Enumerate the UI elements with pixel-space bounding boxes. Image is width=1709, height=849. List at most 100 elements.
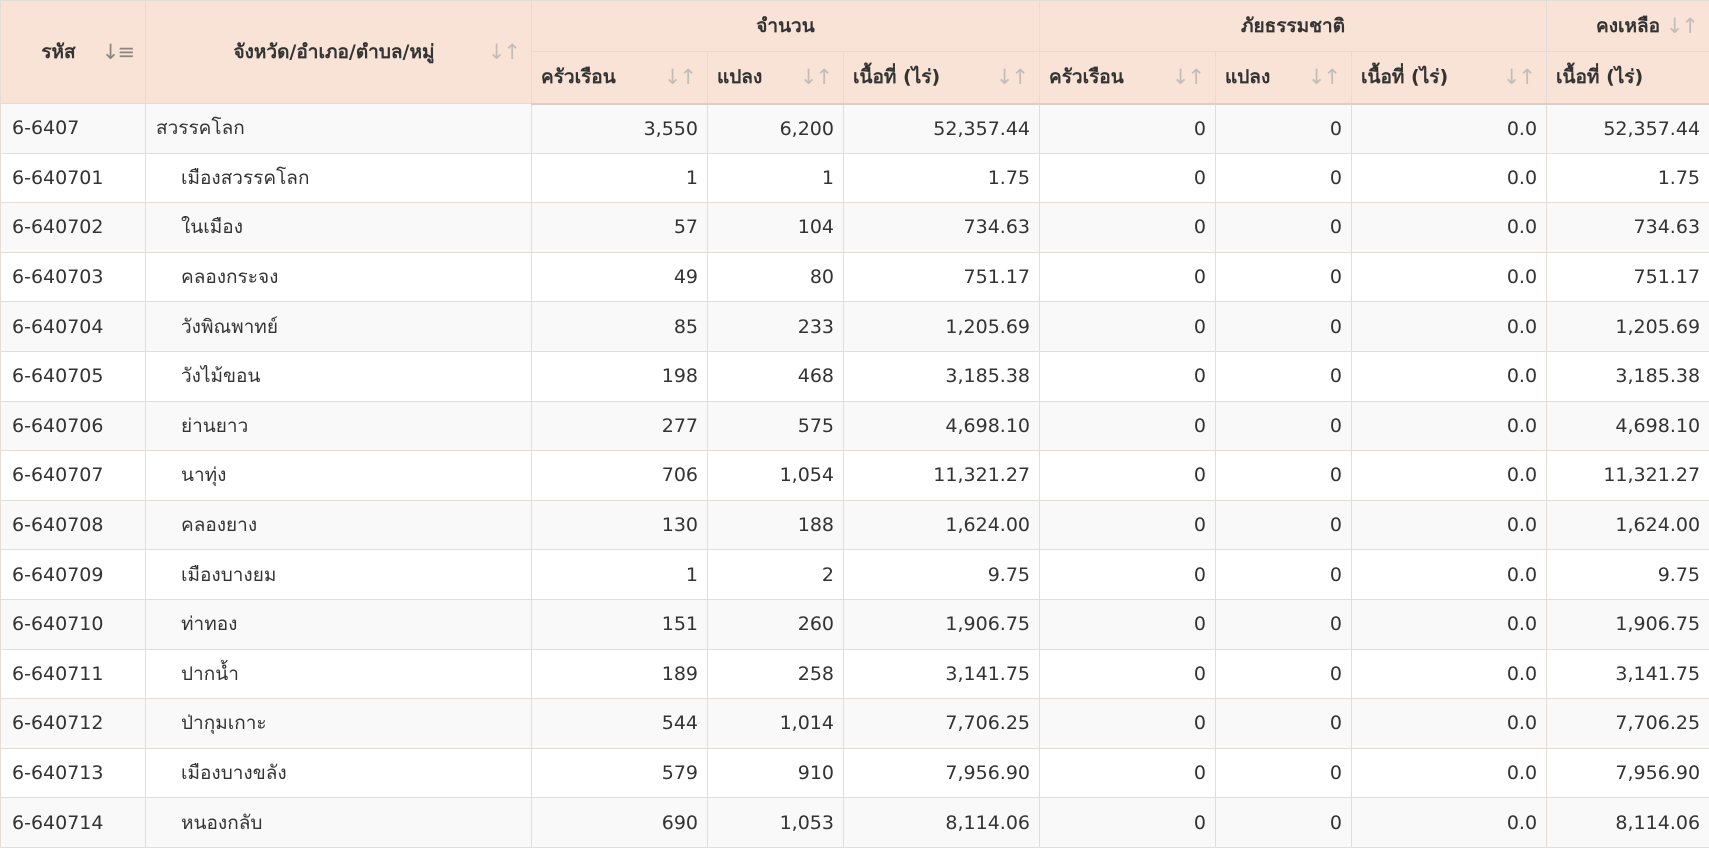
column-header-plots[interactable]: แปลง ↓↑ [707, 51, 844, 105]
cell-households: 544 [531, 698, 708, 749]
column-header-area[interactable]: เนื้อที่ (ไร่) ↓↑ [843, 51, 1040, 105]
cell-disaster-area: 0.0 [1350, 301, 1548, 352]
cell-location-name: เมืองบางยม [145, 549, 532, 600]
cell-code: 6-640703 [0, 251, 146, 303]
cell-disaster-households: 0 [1039, 450, 1216, 501]
sort-updown-icon[interactable]: ↓↑ [1665, 14, 1699, 38]
table-row[interactable]: 6-640701 เมืองสวรรคโลก 1 1 1.75 0 0 0.0 1.75 [0, 152, 1709, 204]
cell-disaster-households: 0 [1039, 698, 1216, 749]
cell-remaining-area: 734.63 [1546, 202, 1709, 253]
table-row[interactable]: 6-6407 สวรรคโลก 3,550 6,200 52,357.44 0 0 0.0 52… [0, 103, 1709, 154]
cell-plots: 1,053 [707, 797, 844, 848]
cell-remaining-area: 9.75 [1546, 549, 1709, 600]
cell-disaster-area: 0.0 [1350, 549, 1548, 600]
cell-area: 1,624.00 [843, 499, 1040, 551]
cell-households: 579 [531, 747, 708, 799]
cell-disaster-area: 0.0 [1350, 747, 1548, 799]
group-header-disaster: ภัยธรรมชาติ [1038, 0, 1548, 52]
column-header-label: รหัส [41, 41, 76, 63]
cell-code: 6-640705 [0, 350, 146, 402]
table-row[interactable]: 6-640702 ในเมือง 57 104 734.63 0 0 0.0 734.63 [0, 202, 1709, 253]
cell-disaster-households: 0 [1039, 648, 1216, 700]
column-header-disaster-plots[interactable]: แปลง ↓↑ [1215, 51, 1352, 105]
cell-code: 6-640713 [0, 747, 146, 799]
table-row[interactable]: 6-640705 วังไม้ขอน 198 468 3,185.38 0 0 0.0 3,18… [0, 350, 1709, 402]
cell-area: 751.17 [843, 251, 1040, 303]
sort-updown-icon[interactable]: ↓↑ [1307, 65, 1341, 90]
cell-code: 6-640711 [0, 648, 146, 700]
group-header-remaining[interactable]: คงเหลือ ↓↑ [1546, 0, 1709, 52]
table-row[interactable]: 6-640707 นาทุ่ง 706 1,054 11,321.27 0 0 0.0 11,3… [0, 450, 1709, 501]
cell-disaster-plots: 0 [1215, 103, 1352, 154]
column-header-location[interactable]: จังหวัด/อำเภอ/ตำบล/หมู่ ↓↑ [145, 0, 532, 104]
column-header-label: จังหวัด/อำเภอ/ตำบล/หมู่ [233, 41, 435, 63]
cell-plots: 910 [707, 747, 844, 799]
cell-disaster-plots: 0 [1215, 152, 1352, 204]
column-header-code[interactable]: รหัส ↓≡ [0, 0, 146, 104]
cell-disaster-plots: 0 [1215, 499, 1352, 551]
table-row[interactable]: 6-640713 เมืองบางขลัง 579 910 7,956.90 0 0 0.0 7… [0, 747, 1709, 799]
cell-plots: 188 [707, 499, 844, 551]
cell-plots: 233 [707, 301, 844, 352]
cell-disaster-plots: 0 [1215, 450, 1352, 501]
cell-plots: 80 [707, 251, 844, 303]
cell-location-name: คลองยาง [145, 499, 532, 551]
cell-remaining-area: 751.17 [1546, 251, 1709, 303]
cell-plots: 260 [707, 598, 844, 650]
cell-disaster-households: 0 [1039, 598, 1216, 650]
cell-location-name: หนองกลับ [145, 797, 532, 848]
sort-updown-icon[interactable]: ↓↑ [1502, 65, 1536, 90]
cell-disaster-households: 0 [1039, 152, 1216, 204]
column-header-remaining-area: เนื้อที่ (ไร่) [1546, 51, 1709, 105]
column-header-households[interactable]: ครัวเรือน ↓↑ [531, 51, 708, 105]
group-header-label: คงเหลือ [1596, 15, 1661, 37]
cell-disaster-households: 0 [1039, 549, 1216, 600]
table-row[interactable]: 6-640710 ท่าทอง 151 260 1,906.75 0 0 0.0 1,906.7… [0, 598, 1709, 650]
cell-disaster-households: 0 [1039, 400, 1216, 452]
column-header-label: เนื้อที่ (ไร่) [853, 66, 941, 89]
cell-area: 8,114.06 [843, 797, 1040, 848]
cell-disaster-plots: 0 [1215, 202, 1352, 253]
cell-area: 1.75 [843, 152, 1040, 204]
cell-area: 7,706.25 [843, 698, 1040, 749]
sort-updown-icon[interactable]: ↓↑ [799, 65, 833, 90]
cell-disaster-households: 0 [1039, 797, 1216, 848]
table-row[interactable]: 6-640714 หนองกลับ 690 1,053 8,114.06 0 0 0.0 8,1… [0, 797, 1709, 848]
cell-disaster-area: 0.0 [1350, 648, 1548, 700]
cell-households: 189 [531, 648, 708, 700]
column-header-disaster-area[interactable]: เนื้อที่ (ไร่) ↓↑ [1350, 51, 1548, 105]
cell-households: 57 [531, 202, 708, 253]
cell-households: 49 [531, 251, 708, 303]
cell-disaster-area: 0.0 [1350, 103, 1548, 154]
cell-area: 52,357.44 [843, 103, 1040, 154]
sort-updown-icon[interactable]: ↓↑ [1171, 65, 1205, 90]
cell-remaining-area: 1.75 [1546, 152, 1709, 204]
cell-remaining-area: 7,706.25 [1546, 698, 1709, 749]
sort-updown-icon[interactable]: ↓↑ [487, 40, 521, 64]
table-row[interactable]: 6-640706 ย่านยาว 277 575 4,698.10 0 0 0.0 4,698.… [0, 400, 1709, 452]
table-row[interactable]: 6-640711 ปากน้ำ 189 258 3,141.75 0 0 0.0 3,141.7… [0, 648, 1709, 700]
table-row[interactable]: 6-640704 วังพิณพาทย์ 85 233 1,205.69 0 0 0.0 1,2… [0, 301, 1709, 352]
cell-location-name: นาทุ่ง [145, 450, 532, 501]
cell-disaster-area: 0.0 [1350, 350, 1548, 402]
cell-area: 11,321.27 [843, 450, 1040, 501]
cell-households: 690 [531, 797, 708, 848]
table-row[interactable]: 6-640712 ป่ากุมเกาะ 544 1,014 7,706.25 0 0 0.0 7… [0, 698, 1709, 749]
cell-location-name: สวรรคโลก [145, 103, 532, 154]
table-row[interactable]: 6-640708 คลองยาง 130 188 1,624.00 0 0 0.0 1,624.… [0, 499, 1709, 551]
cell-code: 6-640714 [0, 797, 146, 848]
table-row[interactable]: 6-640709 เมืองบางยม 1 2 9.75 0 0 0.0 9.75 [0, 549, 1709, 600]
column-header-disaster-households[interactable]: ครัวเรือน ↓↑ [1039, 51, 1216, 105]
table-row[interactable]: 6-640703 คลองกระจง 49 80 751.17 0 0 0.0 751.17 [0, 251, 1709, 303]
sort-desc-icon[interactable]: ↓≡ [101, 40, 135, 64]
cell-code: 6-640712 [0, 698, 146, 749]
cell-plots: 6,200 [707, 103, 844, 154]
column-header-label: เนื้อที่ (ไร่) [1361, 66, 1449, 89]
cell-area: 9.75 [843, 549, 1040, 600]
table-body: 6-6407 สวรรคโลก 3,550 6,200 52,357.44 0 0 0.0 52… [0, 103, 1709, 848]
cell-remaining-area: 8,114.06 [1546, 797, 1709, 848]
cell-remaining-area: 4,698.10 [1546, 400, 1709, 452]
cell-disaster-plots: 0 [1215, 350, 1352, 402]
sort-updown-icon[interactable]: ↓↑ [663, 65, 697, 90]
sort-updown-icon[interactable]: ↓↑ [995, 65, 1029, 90]
